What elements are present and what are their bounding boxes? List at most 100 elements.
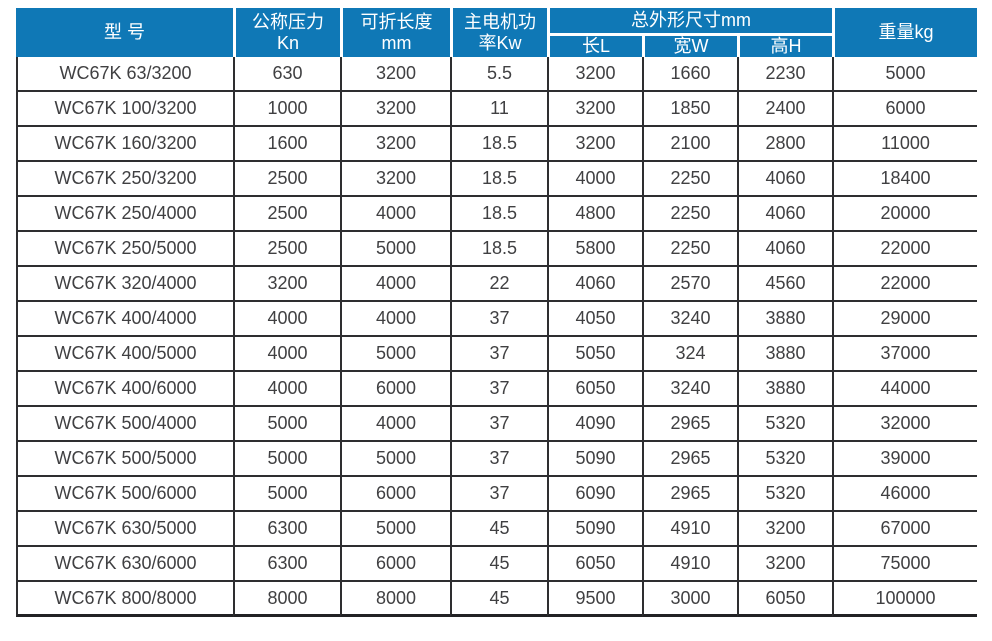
value-cell: 67000	[832, 512, 977, 547]
model-cell: WC67K 160/3200	[16, 127, 233, 162]
value-cell: 2250	[642, 232, 737, 267]
table-row: WC67K 500/4000 5000 4000 37 4090 2965 5320 3200…	[16, 407, 977, 442]
value-cell: 4000	[340, 197, 450, 232]
value-cell: 1850	[642, 92, 737, 127]
model-cell: WC67K 250/5000	[16, 232, 233, 267]
value-cell: 3880	[737, 337, 832, 372]
table-row: WC67K 400/5000 4000 5000 37 5050 324 3880 37000	[16, 337, 977, 372]
table-row: WC67K 500/6000 5000 6000 37 6090 2965 5320 4600…	[16, 477, 977, 512]
value-cell: 4000	[547, 162, 642, 197]
col-header-motor-power-line1: 主电机功	[464, 11, 536, 32]
value-cell: 630	[233, 57, 340, 92]
model-cell: WC67K 400/6000	[16, 372, 233, 407]
value-cell: 5000	[340, 232, 450, 267]
value-cell: 5.5	[450, 57, 547, 92]
value-cell: 22000	[832, 267, 977, 302]
value-cell: 2500	[233, 197, 340, 232]
value-cell: 9500	[547, 582, 642, 617]
value-cell: 6300	[233, 512, 340, 547]
value-cell: 1000	[233, 92, 340, 127]
table-row: WC67K 250/5000 2500 5000 18.5 5800 2250 4060 22…	[16, 232, 977, 267]
col-header-overall-dimensions: 总外形尺寸mm	[547, 8, 832, 33]
table-row: WC67K 63/3200 630 3200 5.5 3200 1660 2230 5000	[16, 57, 977, 92]
value-cell: 18400	[832, 162, 977, 197]
col-header-weight: 重量kg	[832, 8, 977, 57]
value-cell: 22000	[832, 232, 977, 267]
value-cell: 4060	[737, 197, 832, 232]
value-cell: 5320	[737, 407, 832, 442]
value-cell: 4560	[737, 267, 832, 302]
spec-table: 型 号 公称压力 Kn 可折长度 mm 主电机功 率Kw 总外形尺寸mm 重量k…	[16, 8, 977, 617]
model-cell: WC67K 800/8000	[16, 582, 233, 617]
table-row: WC67K 100/3200 1000 3200 11 3200 1850 2400 6000	[16, 92, 977, 127]
table-body: WC67K 63/3200 630 3200 5.5 3200 1660 2230 5000 W…	[16, 57, 977, 617]
value-cell: 20000	[832, 197, 977, 232]
value-cell: 4000	[233, 302, 340, 337]
value-cell: 5000	[233, 407, 340, 442]
value-cell: 3240	[642, 302, 737, 337]
table-row: WC67K 500/5000 5000 5000 37 5090 2965 5320 3900…	[16, 442, 977, 477]
value-cell: 5000	[233, 477, 340, 512]
value-cell: 5000	[233, 442, 340, 477]
value-cell: 3880	[737, 302, 832, 337]
value-cell: 6050	[547, 547, 642, 582]
value-cell: 2570	[642, 267, 737, 302]
value-cell: 4000	[340, 302, 450, 337]
value-cell: 5050	[547, 337, 642, 372]
model-cell: WC67K 500/4000	[16, 407, 233, 442]
col-header-fold-length-line2: mm	[381, 32, 412, 53]
model-cell: WC67K 400/4000	[16, 302, 233, 337]
value-cell: 3200	[737, 547, 832, 582]
value-cell: 37	[450, 442, 547, 477]
col-header-nominal-pressure-line2: Kn	[276, 32, 300, 53]
value-cell: 29000	[832, 302, 977, 337]
value-cell: 39000	[832, 442, 977, 477]
value-cell: 6000	[832, 92, 977, 127]
col-header-fold-length: 可折长度 mm	[340, 8, 450, 57]
value-cell: 2250	[642, 197, 737, 232]
col-header-nominal-pressure-line1: 公称压力	[252, 11, 324, 32]
col-header-nominal-pressure: 公称压力 Kn	[233, 8, 340, 57]
value-cell: 6050	[737, 582, 832, 617]
value-cell: 37	[450, 372, 547, 407]
value-cell: 3200	[340, 57, 450, 92]
value-cell: 3200	[233, 267, 340, 302]
value-cell: 22	[450, 267, 547, 302]
value-cell: 75000	[832, 547, 977, 582]
value-cell: 3200	[547, 127, 642, 162]
value-cell: 1660	[642, 57, 737, 92]
value-cell: 100000	[832, 582, 977, 617]
value-cell: 11	[450, 92, 547, 127]
value-cell: 5000	[340, 442, 450, 477]
model-cell: WC67K 250/3200	[16, 162, 233, 197]
model-cell: WC67K 630/6000	[16, 547, 233, 582]
value-cell: 4050	[547, 302, 642, 337]
value-cell: 3200	[340, 92, 450, 127]
value-cell: 5090	[547, 512, 642, 547]
model-cell: WC67K 63/3200	[16, 57, 233, 92]
model-cell: WC67K 630/5000	[16, 512, 233, 547]
value-cell: 4000	[340, 267, 450, 302]
value-cell: 5000	[832, 57, 977, 92]
value-cell: 5320	[737, 442, 832, 477]
value-cell: 5800	[547, 232, 642, 267]
value-cell: 6050	[547, 372, 642, 407]
value-cell: 2965	[642, 442, 737, 477]
col-header-dim-height: 高H	[737, 33, 832, 57]
value-cell: 4800	[547, 197, 642, 232]
value-cell: 4000	[233, 337, 340, 372]
value-cell: 37	[450, 407, 547, 442]
value-cell: 5090	[547, 442, 642, 477]
value-cell: 18.5	[450, 127, 547, 162]
value-cell: 3200	[340, 127, 450, 162]
page: 型 号 公称压力 Kn 可折长度 mm 主电机功 率Kw 总外形尺寸mm 重量k…	[16, 8, 977, 617]
value-cell: 3200	[340, 162, 450, 197]
value-cell: 3200	[737, 512, 832, 547]
value-cell: 2230	[737, 57, 832, 92]
value-cell: 3880	[737, 372, 832, 407]
col-header-dim-length: 长L	[547, 33, 642, 57]
value-cell: 4000	[233, 372, 340, 407]
col-header-motor-power: 主电机功 率Kw	[450, 8, 547, 57]
value-cell: 5000	[340, 337, 450, 372]
value-cell: 6000	[340, 547, 450, 582]
